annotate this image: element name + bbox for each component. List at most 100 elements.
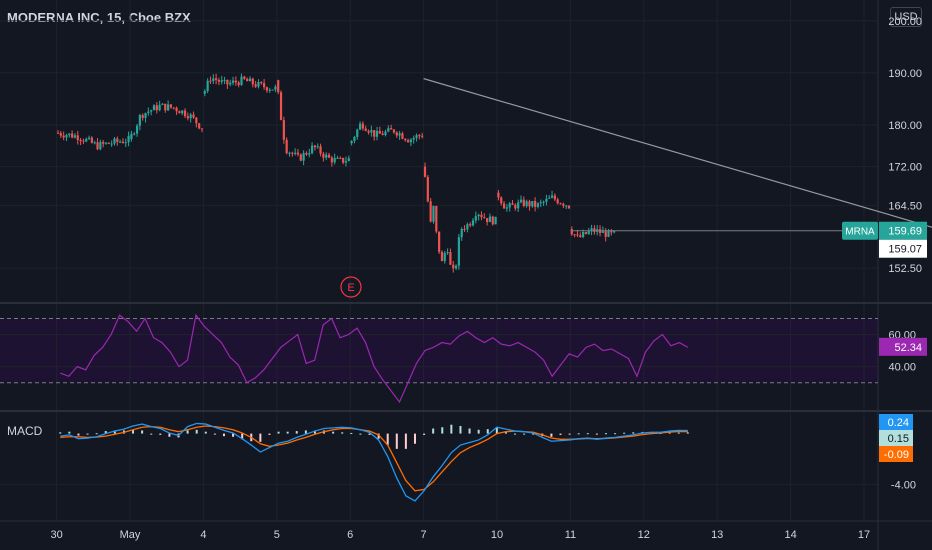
candle-body	[356, 129, 359, 137]
last-price-badge-value: 159.69	[888, 226, 922, 238]
currency-button[interactable]: USD	[890, 7, 922, 27]
macd-histogram-bar	[304, 430, 307, 434]
time-tick-label: 5	[274, 529, 280, 541]
macd-histogram-bar	[586, 433, 589, 435]
candle-body	[446, 252, 449, 254]
candle-body	[319, 146, 322, 154]
candle-body	[192, 114, 195, 118]
candle-body	[494, 216, 497, 225]
candle-body	[181, 110, 184, 114]
macd-histogram-bar	[459, 425, 462, 434]
candle-body	[299, 154, 302, 161]
candle-body	[545, 198, 548, 202]
candle-body	[432, 206, 435, 222]
candle-body	[59, 133, 62, 136]
candle-body	[282, 120, 285, 140]
candle-body	[158, 104, 161, 111]
candle-body	[144, 112, 147, 118]
candle-body	[415, 135, 418, 139]
macd-histogram-bar	[232, 433, 235, 437]
candle-body	[582, 232, 585, 238]
candle-body	[147, 111, 150, 113]
macd-histogram-bar	[550, 433, 553, 437]
candle-body	[350, 140, 353, 144]
time-tick-label: 4	[200, 529, 206, 541]
candle-body	[567, 205, 571, 209]
candle-body	[404, 138, 407, 141]
candle-body	[370, 130, 373, 133]
candle-body	[460, 228, 463, 238]
candle-body	[565, 205, 568, 207]
earnings-marker-label: E	[347, 282, 354, 294]
candle-body	[364, 128, 367, 131]
candle-body	[164, 103, 167, 111]
candle-body	[330, 157, 333, 163]
candle-body	[279, 92, 283, 121]
candle-body	[277, 80, 280, 93]
macd-histogram-bar	[404, 433, 407, 449]
candle-body	[590, 228, 593, 232]
candle-body	[322, 153, 325, 158]
candle-body	[116, 138, 119, 142]
candle-body	[367, 130, 370, 133]
candle-body	[361, 123, 365, 129]
candle-body	[260, 81, 263, 84]
candle-body	[183, 110, 187, 117]
candle-body	[559, 203, 562, 205]
candle-body	[76, 135, 79, 141]
earnings-marker-circle	[340, 276, 362, 298]
candle-body	[248, 78, 252, 82]
candle-body	[333, 158, 336, 163]
candle-body	[110, 143, 113, 145]
macd-histogram-bar	[77, 433, 80, 436]
macd-histogram-bar	[386, 433, 389, 446]
trend-line	[423, 78, 932, 228]
candle-body	[375, 130, 379, 137]
candle-body	[342, 157, 345, 163]
macd-histogram-bar	[213, 433, 216, 435]
candle-body	[271, 89, 274, 91]
candle-body	[534, 201, 537, 207]
candle-body	[483, 217, 486, 219]
macd-histogram-bar	[423, 433, 426, 435]
macd-histogram-bar	[195, 429, 198, 434]
macd-histogram-bar	[477, 429, 480, 434]
candle-body	[254, 84, 257, 87]
candle-body	[556, 199, 559, 204]
candle-body	[141, 115, 144, 118]
candle-body	[531, 201, 534, 207]
candle-body	[562, 203, 565, 206]
macd-histogram-bar	[259, 433, 262, 442]
macd-histogram-bar	[204, 431, 207, 434]
candle-body	[167, 104, 170, 111]
candle-body	[418, 135, 421, 137]
candle-body	[217, 80, 221, 82]
candle-body	[186, 116, 189, 119]
macd-histogram-bar	[595, 433, 598, 435]
candle-body	[90, 137, 93, 143]
candle-body	[229, 82, 232, 85]
candle-body	[138, 115, 141, 126]
candle-body	[457, 237, 460, 266]
candle-body	[353, 136, 356, 141]
candle-body	[285, 139, 288, 154]
candle-body	[387, 128, 390, 132]
candle-body	[178, 111, 181, 114]
candle-body	[310, 145, 314, 154]
macd-histogram-bar	[559, 433, 562, 435]
macd-histogram-bar	[222, 433, 225, 437]
candle-body	[573, 234, 576, 236]
macd-histogram-bar	[677, 432, 680, 434]
candle-body	[251, 78, 254, 85]
candle-body	[398, 133, 401, 136]
candle-body	[613, 230, 616, 233]
candle-body	[262, 83, 266, 88]
macd-histogram-bar	[468, 428, 471, 434]
macd-histogram-bar	[350, 432, 353, 434]
candle-body	[463, 228, 466, 230]
macd-badge-value: -0.09	[884, 449, 909, 461]
candle-body	[587, 231, 590, 234]
candle-body	[579, 235, 582, 238]
